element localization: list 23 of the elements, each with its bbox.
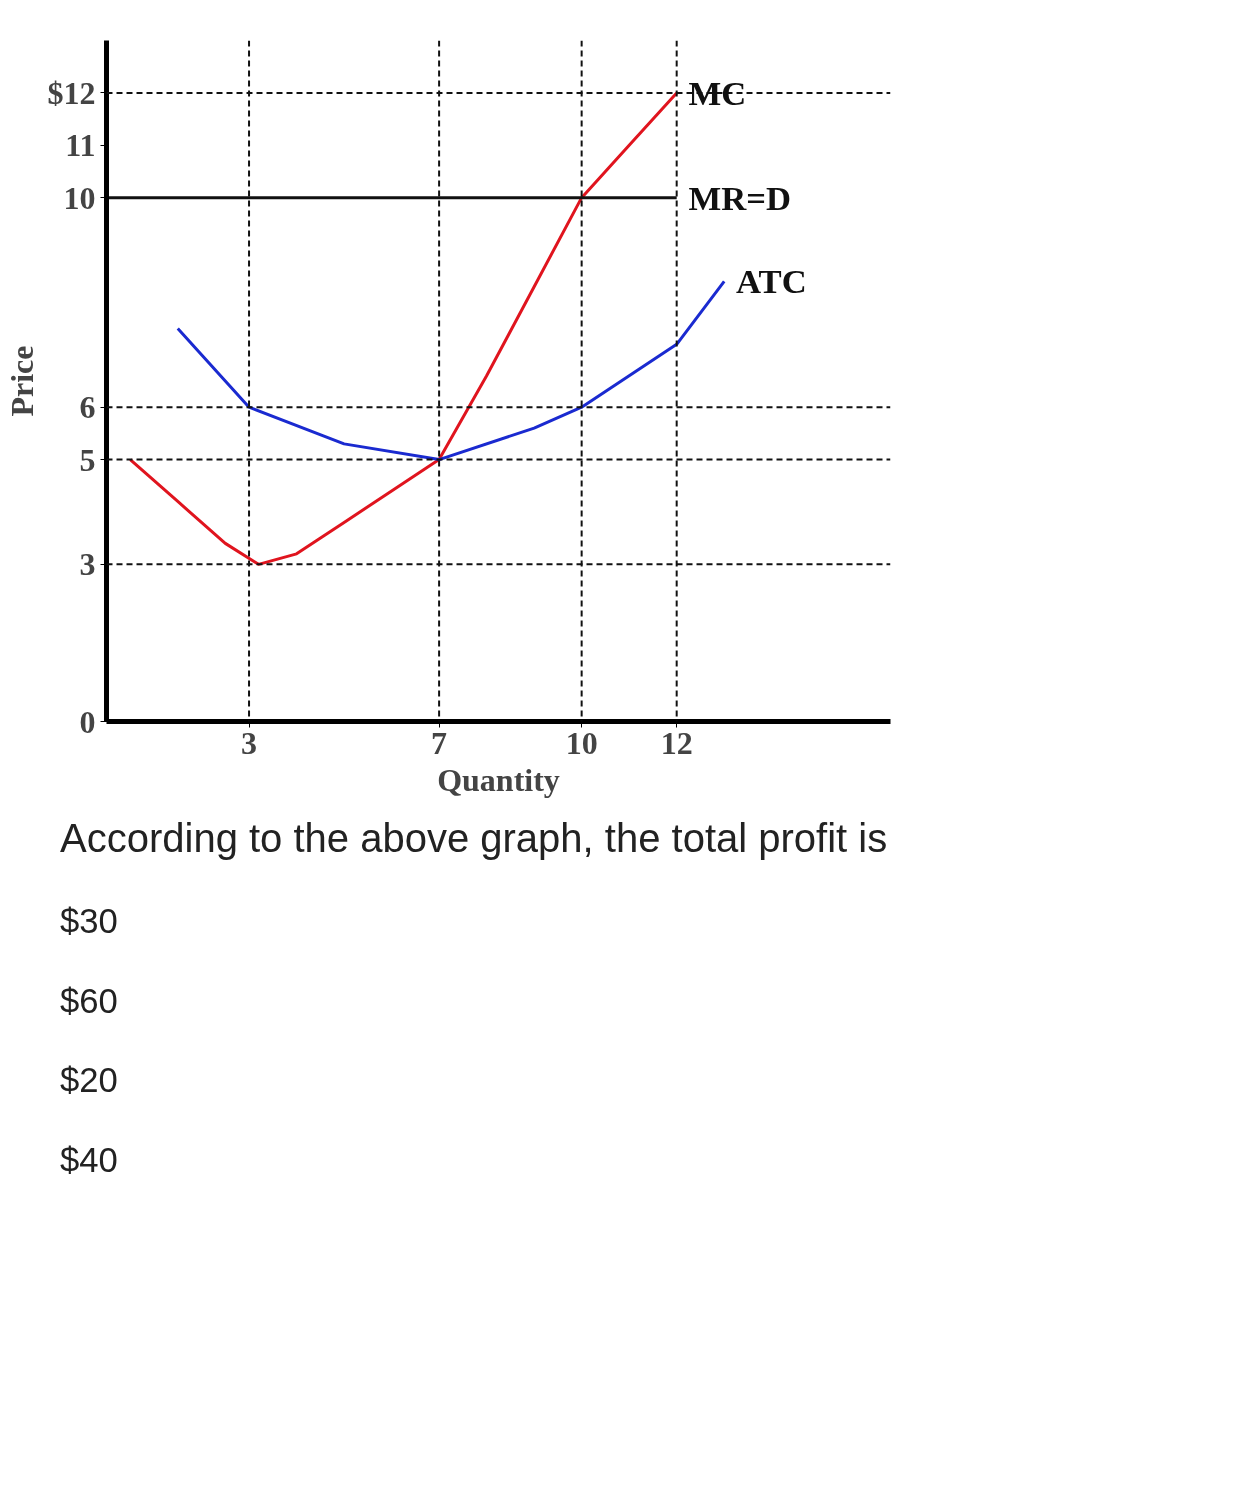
text: $20 bbox=[60, 1060, 118, 1102]
y-tick-label: 6 bbox=[79, 389, 96, 426]
y-tick-label: 10 bbox=[63, 179, 96, 216]
text: $60 bbox=[60, 980, 118, 1022]
x-axis-title: Quantity bbox=[437, 761, 560, 798]
line-series bbox=[128, 91, 679, 566]
x-tick-label: 7 bbox=[431, 724, 448, 761]
y-axis-title: Price bbox=[3, 345, 40, 417]
y-tick-label: $12 bbox=[47, 74, 96, 111]
x-tick-label: 10 bbox=[565, 724, 598, 761]
line-series bbox=[176, 279, 726, 462]
text: $30 bbox=[60, 901, 118, 943]
text: $40 bbox=[60, 1139, 118, 1181]
x-tick-label: 12 bbox=[660, 724, 693, 761]
series-label: ATC bbox=[736, 262, 807, 301]
series-label: MR=D bbox=[688, 178, 792, 217]
y-tick-label: 11 bbox=[65, 127, 96, 164]
y-tick-label: 3 bbox=[79, 546, 96, 583]
text: According to the above graph, the total profit is bbox=[60, 815, 888, 862]
y-tick-label: 0 bbox=[79, 703, 96, 740]
x-tick-label: 3 bbox=[241, 724, 258, 761]
y-tick-label: 5 bbox=[79, 441, 96, 478]
series-label: MC bbox=[688, 73, 747, 112]
